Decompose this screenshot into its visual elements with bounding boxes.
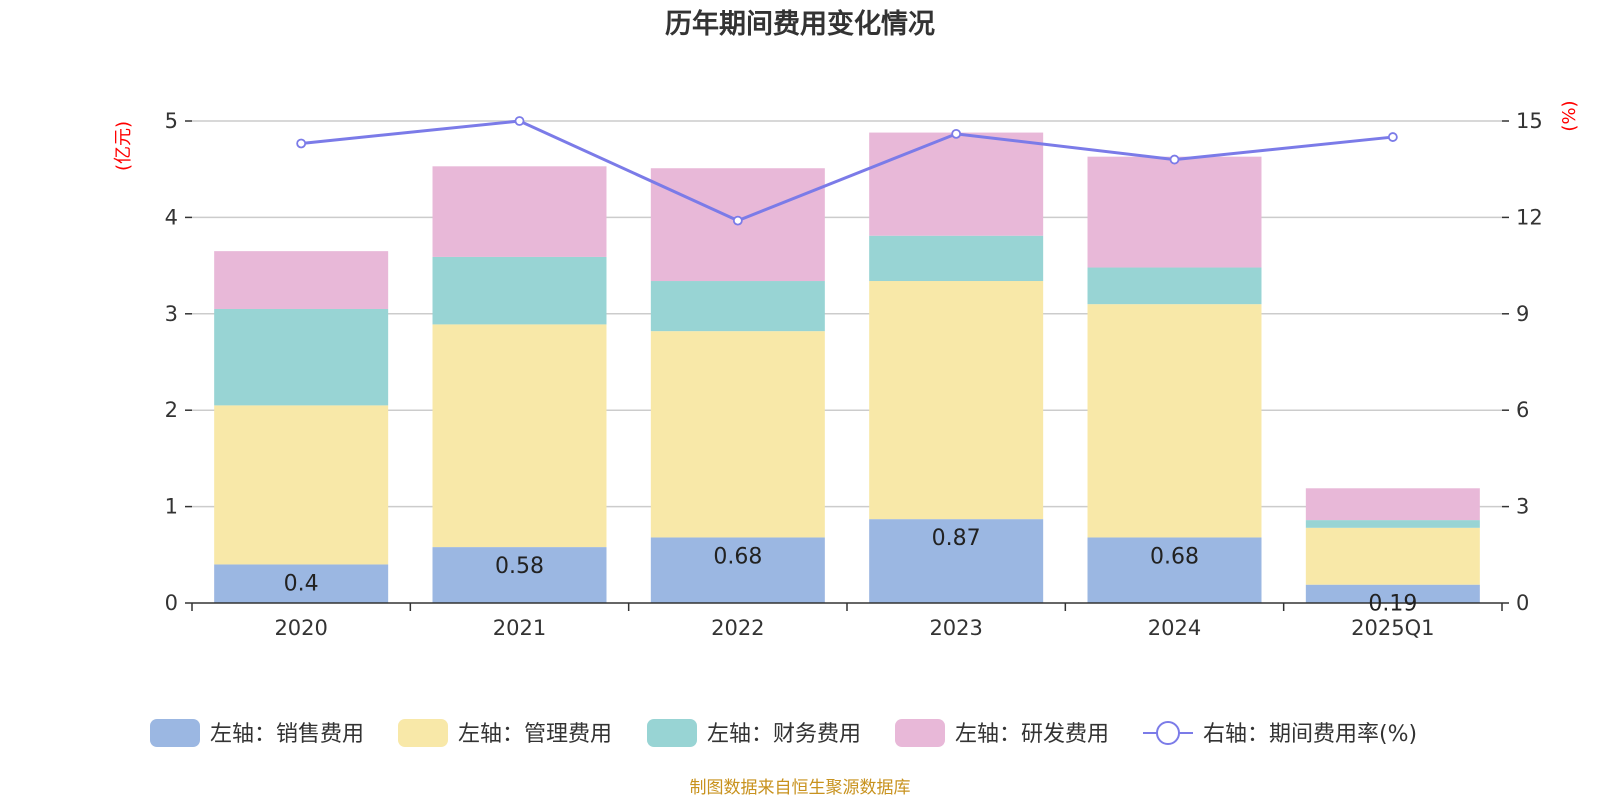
legend: 左轴：销售费用 左轴：管理费用 左轴：财务费用 左轴：研发费用 右轴：期间费用率(%) [150,719,1417,747]
left-tick-label: 4 [165,205,178,229]
right-tick-label: 0 [1516,591,1529,615]
bar-segment [432,166,607,257]
data-label: 0.19 [1368,592,1417,617]
bar-segment [869,235,1044,282]
rate-point [1387,132,1398,142]
legend-label: 左轴：管理费用 [458,722,612,747]
data-label: 0.68 [1150,544,1199,569]
data-label: 0.68 [713,544,762,569]
x-tick-label: 2024 [1148,616,1201,640]
bar-segment [1087,304,1262,538]
legend-label: 左轴：销售费用 [210,722,364,747]
rate-point [951,128,962,139]
bar-segment [650,537,825,603]
right-axis-unit: (%) [1559,100,1580,131]
bar-segment [432,547,607,603]
legend-swatch [398,719,448,747]
legend-marker [1156,721,1180,745]
rate-line [301,119,1393,223]
left-tick-label: 0 [165,591,178,615]
bar-segment [1087,156,1262,268]
chart-title: 历年期间费用变化情况 [665,8,935,40]
bar-segment [869,132,1044,236]
bar-segment [650,281,825,332]
bar-segment [1305,520,1480,528]
bar-segment [1087,267,1262,305]
data-label: 0.4 [284,571,319,596]
rate-point [732,215,743,226]
left-tick-label: 2 [165,398,178,422]
bar-segment [214,405,389,565]
left-axis-unit: (亿元) [113,121,134,171]
right-tick-label: 6 [1516,398,1529,422]
bar-segment [214,564,389,603]
bar-layer [214,132,1480,603]
x-tick-label: 2021 [493,616,546,640]
legend-swatch [150,719,200,747]
x-tick-label: 2020 [274,616,327,640]
rate-point [1169,154,1180,165]
bar-segment [1305,584,1480,603]
legend-swatch [895,719,945,747]
left-tick-label: 3 [165,302,178,326]
source-note: 制图数据来自恒生聚源数据库 [690,778,911,798]
legend-swatch [647,719,697,747]
x-tick-label: 2022 [711,616,764,640]
rate-point [514,116,525,126]
data-label: 0.58 [495,554,544,579]
x-tick-label: 2025Q1 [1351,616,1434,640]
bar-segment [1305,527,1480,585]
right-tick-label: 9 [1516,302,1529,326]
bar-segment [650,331,825,538]
left-tick-label: 5 [165,109,178,133]
bar-segment [869,281,1044,520]
bar-segment [432,256,607,325]
rate-point [296,138,307,149]
bar-segment [214,251,389,309]
right-tick-label: 15 [1516,109,1543,133]
bar-segment [214,308,389,406]
legend-label: 右轴：期间费用率(%) [1203,722,1417,747]
right-tick-label: 12 [1516,205,1543,229]
x-tick-label: 2023 [929,616,982,640]
bar-segment [1305,488,1480,521]
grid-lines [192,120,1502,508]
bar-segment [1087,537,1262,603]
legend-label: 左轴：研发费用 [955,722,1109,747]
data-label: 0.87 [932,526,981,551]
bar-segment [432,324,607,548]
left-tick-label: 1 [165,495,178,519]
legend-label: 左轴：财务费用 [707,722,861,747]
right-tick-label: 3 [1516,495,1529,519]
data-label-layer: 0.4 0.58 0.68 0.87 0.68 0.19 [284,526,1418,617]
bar-segment [869,519,1044,603]
rate-line-layer [296,116,1398,226]
